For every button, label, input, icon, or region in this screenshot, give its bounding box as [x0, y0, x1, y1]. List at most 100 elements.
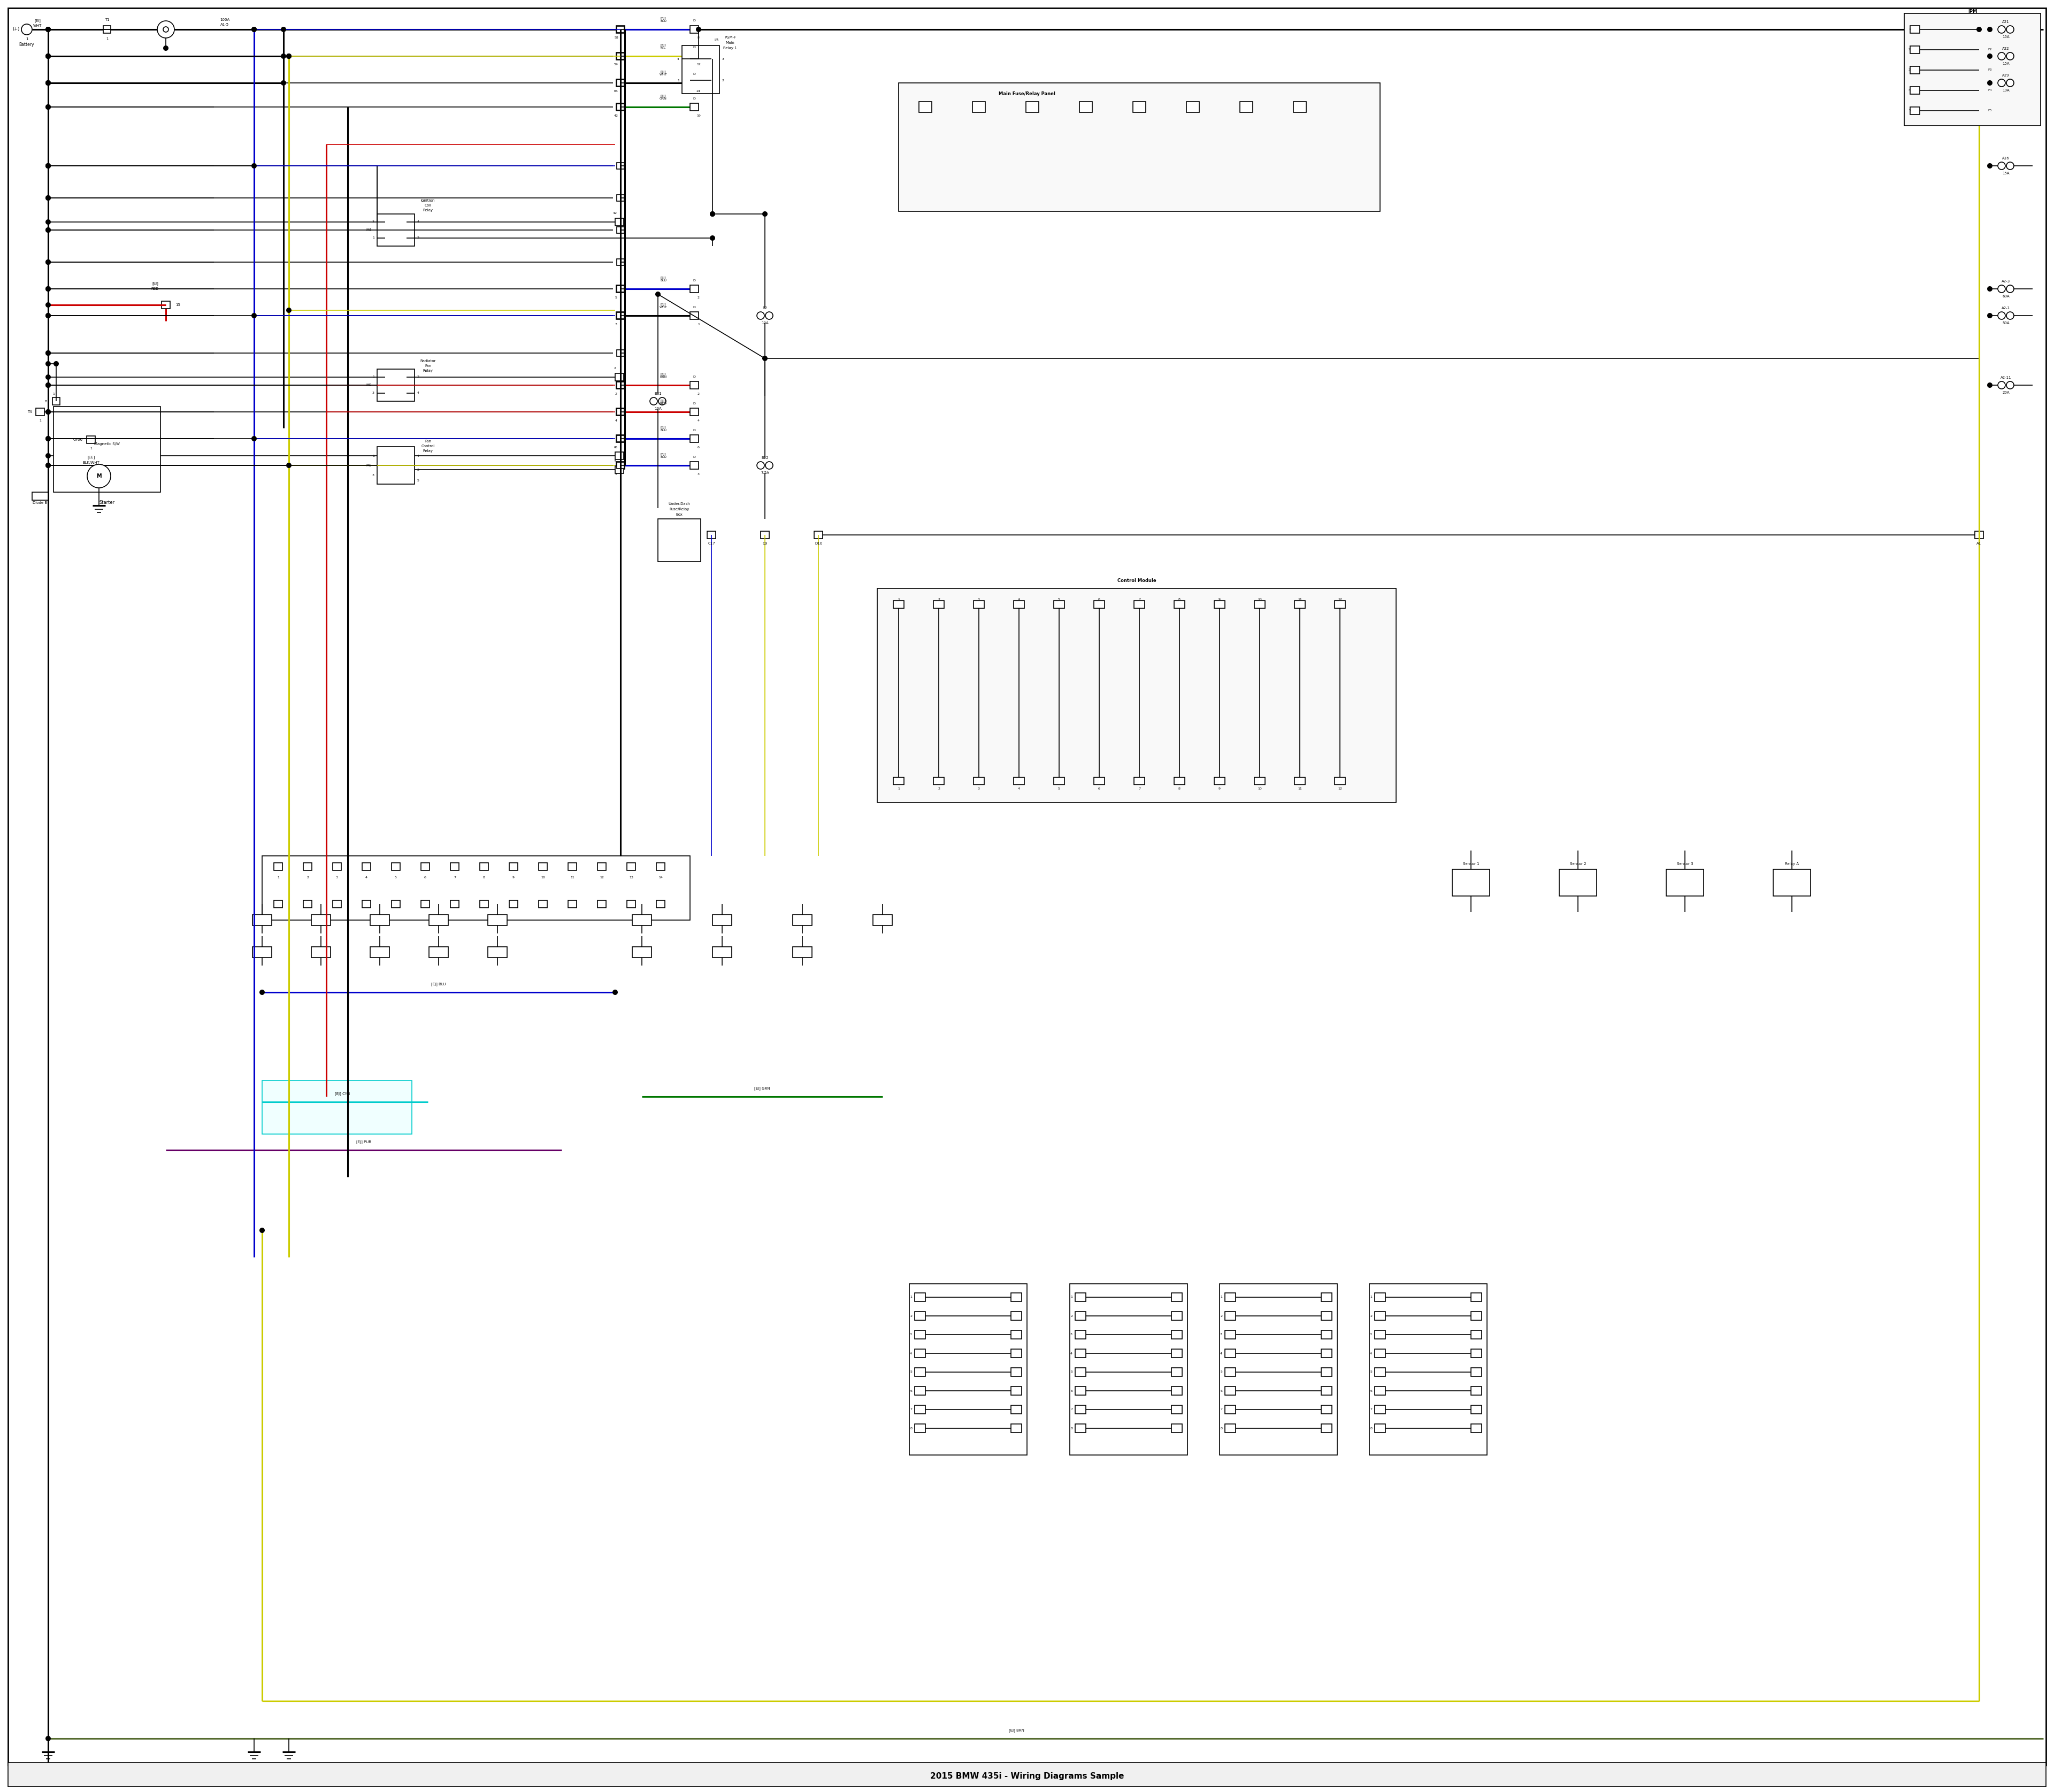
Bar [489, 914, 507, 925]
Text: 3: 3 [978, 599, 980, 600]
Bar [933, 600, 945, 607]
Bar [1214, 778, 1224, 785]
Bar [1666, 869, 1703, 896]
Bar [690, 79, 698, 86]
Circle shape [162, 45, 168, 50]
Bar [569, 900, 577, 909]
Bar [1025, 102, 1039, 113]
Circle shape [1986, 163, 1992, 168]
Circle shape [762, 357, 768, 360]
Text: 3: 3 [614, 473, 618, 475]
Bar [1335, 600, 1345, 607]
Text: 2: 2 [417, 237, 419, 240]
Text: 3: 3 [614, 323, 618, 326]
Circle shape [45, 228, 51, 233]
Circle shape [45, 382, 51, 387]
Bar [8, 1763, 2046, 1787]
Text: 2: 2 [910, 1315, 912, 1317]
Text: 5: 5 [1070, 1371, 1072, 1373]
Bar [538, 862, 546, 871]
Circle shape [1986, 382, 1992, 387]
Bar [1011, 1425, 1021, 1432]
Circle shape [259, 989, 265, 995]
Bar [304, 862, 312, 871]
Text: IPM: IPM [1968, 9, 1978, 14]
Text: 1: 1 [1070, 1296, 1072, 1299]
Bar [273, 862, 283, 871]
Bar [263, 857, 690, 919]
Bar [616, 163, 624, 168]
Text: 6: 6 [1370, 1389, 1372, 1392]
Bar [616, 349, 624, 357]
Circle shape [251, 435, 257, 441]
Text: 2: 2 [939, 599, 941, 600]
Circle shape [45, 219, 51, 224]
Text: Magnetic S/W: Magnetic S/W [94, 443, 119, 446]
Bar [972, 102, 986, 113]
Bar [1321, 1405, 1331, 1414]
Bar [616, 435, 624, 443]
Text: WHT: WHT [33, 23, 41, 27]
Text: A1-5: A1-5 [220, 23, 228, 27]
Text: PGM-F: PGM-F [725, 36, 735, 39]
Text: 2: 2 [306, 876, 308, 878]
Text: Coil: Coil [425, 204, 431, 208]
Circle shape [756, 312, 764, 319]
Circle shape [612, 989, 618, 995]
Text: 3: 3 [614, 461, 616, 462]
Bar [1171, 1425, 1183, 1432]
Bar [489, 946, 507, 957]
Bar [1134, 102, 1146, 113]
Circle shape [45, 303, 51, 308]
Text: Box: Box [676, 513, 682, 516]
Text: 4: 4 [1370, 1351, 1372, 1355]
Bar [1374, 1312, 1384, 1321]
Bar [1171, 1387, 1183, 1396]
Circle shape [1986, 54, 1992, 59]
Bar [1374, 1330, 1384, 1339]
Bar [707, 530, 715, 539]
Text: 59: 59 [614, 63, 618, 66]
Text: 2: 2 [1908, 48, 1910, 52]
Bar [616, 27, 624, 32]
Text: B: B [45, 400, 47, 403]
Bar [598, 900, 606, 909]
Text: Relay 1: Relay 1 [723, 47, 737, 50]
Text: 4: 4 [417, 392, 419, 394]
Bar [1074, 1387, 1087, 1396]
Text: 1: 1 [898, 788, 900, 790]
Bar [1011, 1312, 1021, 1321]
Bar [1074, 1349, 1087, 1358]
Text: 2: 2 [939, 788, 941, 790]
Circle shape [45, 195, 51, 201]
Circle shape [2007, 25, 2013, 34]
Text: D: D [692, 375, 696, 378]
Bar [1374, 1367, 1384, 1376]
Circle shape [45, 409, 51, 414]
Text: 3: 3 [910, 1333, 912, 1337]
Bar [713, 946, 731, 957]
Circle shape [281, 27, 286, 32]
Bar [793, 946, 811, 957]
Text: 2: 2 [698, 392, 700, 394]
Circle shape [1986, 287, 1992, 292]
Circle shape [251, 163, 257, 168]
Text: 9: 9 [1218, 788, 1220, 790]
Text: 10A: 10A [2003, 90, 2009, 91]
Bar [616, 382, 624, 389]
Text: F3: F3 [1988, 68, 1992, 72]
Bar [33, 493, 47, 500]
Bar [378, 369, 415, 401]
Text: 1: 1 [39, 419, 41, 421]
Text: C9: C9 [762, 541, 768, 545]
Bar [614, 466, 624, 473]
Circle shape [1986, 27, 1992, 32]
Circle shape [1986, 81, 1992, 86]
Text: 6: 6 [910, 1389, 912, 1392]
Circle shape [766, 462, 772, 470]
Bar [103, 25, 111, 34]
Bar [370, 914, 390, 925]
Bar [1224, 1405, 1237, 1414]
Text: 3: 3 [337, 876, 339, 878]
Bar [1910, 108, 1920, 115]
